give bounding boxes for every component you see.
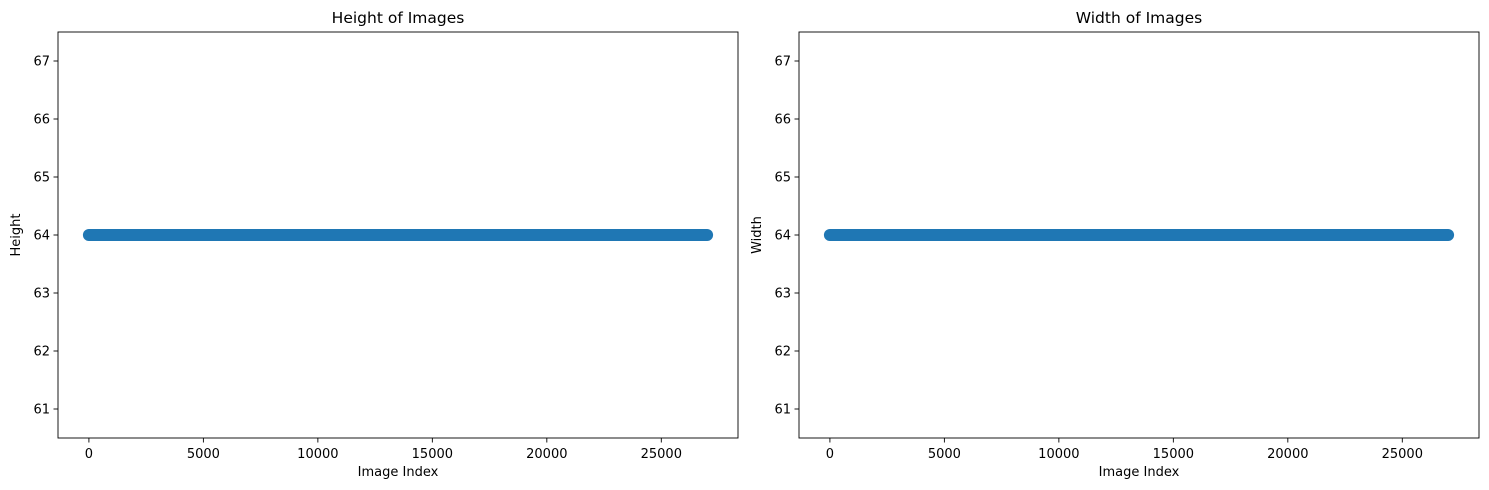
- height-y-tick-label: 65: [33, 171, 50, 186]
- height-x-tick-label: 20000: [526, 447, 567, 462]
- height-y-tick-label: 62: [33, 345, 50, 360]
- height-x-tick-label: 5000: [187, 447, 220, 462]
- width-y-tick-label: 64: [774, 229, 791, 244]
- width-y-axis-label: Width: [750, 216, 765, 254]
- width-y-tick-label: 61: [774, 403, 791, 418]
- width-y-tick-label: 65: [774, 171, 791, 186]
- height-y-tick-label: 66: [33, 113, 50, 128]
- height-x-tick-label: 25000: [641, 447, 682, 462]
- width-x-tick-label: 25000: [1382, 447, 1423, 462]
- width-x-tick-label: 5000: [928, 447, 961, 462]
- height-y-tick-label: 61: [33, 403, 50, 418]
- height-y-tick-label: 63: [33, 287, 50, 302]
- width-x-tick-label: 10000: [1038, 447, 1079, 462]
- height-x-tick-label: 15000: [412, 447, 453, 462]
- width-chart-title: Width of Images: [1076, 9, 1202, 27]
- height-y-axis-label: Height: [9, 214, 24, 257]
- width-y-tick-label: 62: [774, 345, 791, 360]
- width-y-tick-label: 67: [774, 55, 791, 70]
- width-y-tick-label: 63: [774, 287, 791, 302]
- width-x-tick-label: 20000: [1267, 447, 1308, 462]
- width-x-tick-label: 15000: [1153, 447, 1194, 462]
- height-x-axis-label: Image Index: [358, 465, 439, 480]
- height-y-tick-label: 64: [33, 229, 50, 244]
- width-y-tick-label: 66: [774, 113, 791, 128]
- width-x-tick-label: 0: [826, 447, 834, 462]
- width-x-axis-label: Image Index: [1099, 465, 1180, 480]
- height-x-tick-label: 10000: [297, 447, 338, 462]
- height-x-tick-label: 0: [85, 447, 93, 462]
- height-chart-panel: 0 5000 10000 15000 20000 25000 61 62 63 64 65 66 67 H…: [9, 9, 739, 480]
- width-chart-panel: 0 5000 10000 15000 20000 25000 61 62 63 64 65 66 67 W…: [750, 9, 1480, 480]
- height-y-tick-label: 67: [33, 55, 50, 70]
- height-chart-title: Height of Images: [332, 9, 465, 27]
